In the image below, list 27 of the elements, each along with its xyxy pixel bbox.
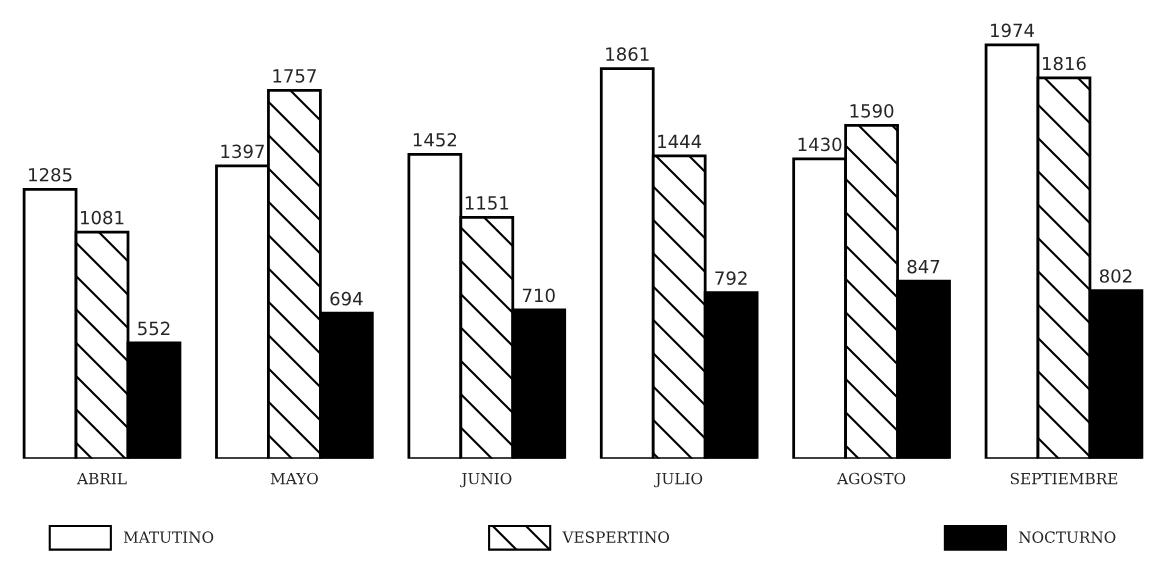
x-tick-label: MAYO bbox=[270, 472, 318, 485]
data-label: 1151 bbox=[465, 196, 509, 210]
x-tick-label: JULIO bbox=[654, 472, 703, 488]
x-tick-label: ABRIL bbox=[76, 473, 127, 485]
data-label: 1974 bbox=[991, 23, 1034, 38]
data-label: 802 bbox=[1099, 269, 1132, 283]
x-tick-label: JUNIO bbox=[460, 472, 512, 488]
legend-label: NOCTURNO bbox=[1018, 531, 1116, 543]
x-tick-label: SEPTIEMBRE bbox=[1010, 472, 1118, 485]
data-label: 847 bbox=[907, 259, 940, 274]
data-label: 1285 bbox=[29, 167, 72, 182]
data-label: 552 bbox=[138, 321, 170, 336]
x-tick-label: AGOSTO bbox=[837, 472, 906, 485]
legend-label: MATUTINO bbox=[123, 531, 214, 543]
data-label: 1444 bbox=[658, 134, 702, 149]
data-label: 1590 bbox=[850, 104, 894, 118]
data-label: 694 bbox=[330, 291, 363, 306]
data-label: 710 bbox=[523, 288, 555, 303]
data-label: 1430 bbox=[798, 137, 842, 152]
data-label: 1757 bbox=[273, 69, 316, 83]
data-label: 1081 bbox=[81, 210, 124, 225]
data-label: 792 bbox=[715, 271, 747, 285]
data-label: 1861 bbox=[606, 47, 649, 61]
data-label: 1452 bbox=[413, 132, 457, 147]
legend-label: VESPERTINO bbox=[562, 531, 670, 543]
data-label: 1397 bbox=[221, 144, 264, 159]
data-label: 1816 bbox=[1042, 56, 1086, 71]
